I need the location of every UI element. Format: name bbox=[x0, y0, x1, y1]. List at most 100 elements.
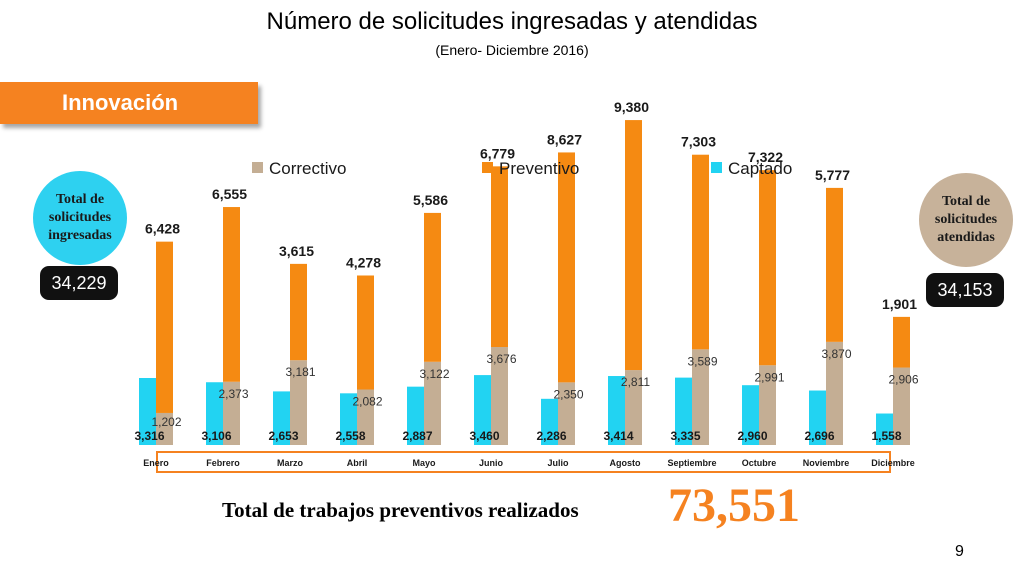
correctivo-value-label: 2,906 bbox=[888, 373, 918, 387]
category-label: Junio bbox=[479, 458, 504, 468]
atendidas-label: Total de solicitudes atendidas bbox=[934, 194, 998, 245]
preventivo-value-label: 6,428 bbox=[145, 221, 180, 237]
captado-value-label: 3,460 bbox=[469, 429, 499, 443]
category-label: Febrero bbox=[206, 458, 240, 468]
bar-correctivo bbox=[759, 365, 776, 445]
legend-label: Correctivo bbox=[269, 159, 346, 178]
correctivo-value-label: 3,122 bbox=[419, 367, 449, 381]
category-label: Abril bbox=[347, 458, 368, 468]
captado-value-label: 2,558 bbox=[335, 429, 365, 443]
bar-preventivo bbox=[491, 166, 508, 348]
bar-captado bbox=[541, 398, 558, 445]
captado-value-label: 1,558 bbox=[871, 429, 901, 443]
preventivo-value-label: 6,779 bbox=[480, 145, 515, 161]
category-axis-box bbox=[156, 451, 891, 473]
captado-value-label: 2,286 bbox=[536, 429, 566, 443]
atendidas-circle: Total de solicitudes atendidas bbox=[919, 173, 1013, 267]
bar-preventivo bbox=[692, 154, 709, 350]
legend-swatch bbox=[482, 162, 493, 173]
bar-captado bbox=[206, 382, 223, 445]
bar-captado bbox=[608, 376, 625, 445]
bar-correctivo bbox=[357, 389, 374, 445]
legend-label: Preventivo bbox=[499, 159, 579, 178]
preventivo-value-label: 4,278 bbox=[346, 254, 381, 270]
bar-preventivo bbox=[156, 241, 173, 413]
preventivo-value-label: 7,322 bbox=[748, 149, 783, 165]
ingresadas-circle: Total de solicitudes ingresadas bbox=[33, 171, 127, 265]
correctivo-value-label: 3,676 bbox=[486, 352, 516, 366]
bar-correctivo bbox=[156, 412, 173, 445]
page-subtitle: (Enero- Diciembre 2016) bbox=[435, 42, 589, 58]
category-label: Septiembre bbox=[667, 458, 716, 468]
bar-correctivo bbox=[625, 370, 642, 445]
correctivo-value-label: 2,082 bbox=[352, 395, 382, 409]
bar-preventivo bbox=[290, 263, 307, 361]
bar-captado bbox=[876, 413, 893, 445]
bar-correctivo bbox=[893, 367, 910, 445]
preventivo-value-label: 5,586 bbox=[413, 192, 448, 208]
preventivo-value-label: 7,303 bbox=[681, 134, 716, 150]
bar-correctivo bbox=[558, 382, 575, 445]
bar-correctivo bbox=[826, 341, 843, 445]
legend-swatch bbox=[711, 162, 722, 173]
section-tab-label: Innovación bbox=[62, 90, 179, 115]
ingresadas-total-badge: 34,229 bbox=[40, 266, 118, 300]
category-label: Octubre bbox=[742, 458, 777, 468]
captado-value-label: 2,653 bbox=[268, 429, 298, 443]
bar-captado bbox=[474, 375, 491, 445]
legend-label: Captado bbox=[728, 159, 792, 178]
bar-correctivo bbox=[692, 349, 709, 445]
bar-captado bbox=[273, 391, 290, 445]
bar-correctivo bbox=[424, 361, 441, 445]
atendidas-total-badge: 34,153 bbox=[926, 273, 1004, 307]
category-label: Agosto bbox=[610, 458, 641, 468]
correctivo-value-label: 1,202 bbox=[151, 415, 181, 429]
preventivo-value-label: 1,901 bbox=[882, 296, 917, 312]
bar-correctivo bbox=[290, 360, 307, 445]
bar-preventivo bbox=[357, 275, 374, 390]
preventivo-value-label: 3,615 bbox=[279, 243, 314, 259]
correctivo-value-label: 2,373 bbox=[218, 387, 248, 401]
bar-captado bbox=[675, 377, 692, 445]
ingresadas-label: Total de solicitudes ingresadas bbox=[48, 192, 112, 243]
bar-correctivo bbox=[223, 381, 240, 445]
bar-captado bbox=[407, 386, 424, 445]
captado-value-label: 3,316 bbox=[134, 429, 164, 443]
correctivo-value-label: 3,181 bbox=[285, 365, 315, 379]
correctivo-value-label: 2,811 bbox=[621, 375, 650, 389]
captado-value-label: 3,335 bbox=[670, 429, 700, 443]
bar-preventivo bbox=[625, 120, 642, 371]
category-label: Mayo bbox=[412, 458, 436, 468]
bar-captado bbox=[809, 390, 826, 445]
captado-value-label: 3,106 bbox=[201, 429, 231, 443]
captado-value-label: 2,696 bbox=[804, 429, 834, 443]
correctivo-value-label: 2,991 bbox=[754, 370, 784, 384]
preventivos-total-label: Total de trabajos preventivos realizados bbox=[222, 498, 579, 522]
legend-swatch bbox=[252, 162, 263, 173]
bar-preventivo bbox=[223, 207, 240, 382]
bar-captado bbox=[742, 385, 759, 445]
page-title: Número de solicitudes ingresadas y atend… bbox=[266, 8, 758, 35]
captado-value-label: 3,414 bbox=[603, 429, 633, 443]
preventivo-value-label: 9,380 bbox=[614, 99, 649, 115]
bar-preventivo bbox=[893, 316, 910, 368]
section-tab: Innovación bbox=[0, 82, 258, 124]
preventivo-value-label: 8,627 bbox=[547, 131, 582, 147]
preventivo-value-label: 6,555 bbox=[212, 186, 247, 202]
captado-value-label: 2,960 bbox=[737, 429, 767, 443]
correctivo-value-label: 2,350 bbox=[553, 387, 583, 401]
correctivo-value-label: 3,589 bbox=[687, 354, 717, 368]
preventivos-total-value: 73,551 bbox=[668, 479, 800, 532]
preventivo-value-label: 5,777 bbox=[815, 167, 850, 183]
category-label: Julio bbox=[547, 458, 569, 468]
bar-correctivo bbox=[491, 347, 508, 445]
bar-preventivo bbox=[558, 152, 575, 383]
bar-preventivo bbox=[424, 212, 441, 362]
bar-captado bbox=[139, 378, 156, 445]
captado-value-label: 2,887 bbox=[402, 429, 432, 443]
correctivo-value-label: 3,870 bbox=[821, 347, 851, 361]
category-label: Noviembre bbox=[803, 458, 850, 468]
bar-captado bbox=[340, 393, 357, 445]
category-label: Diciembre bbox=[871, 458, 915, 468]
